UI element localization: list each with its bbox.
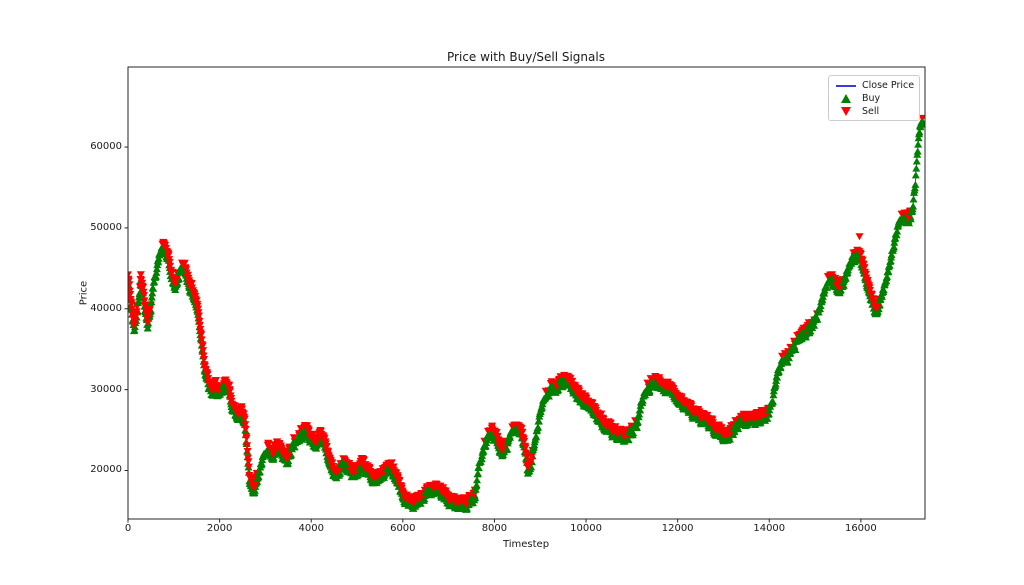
x-tick-label: 12000	[661, 523, 694, 534]
chart-title: Price with Buy/Sell Signals	[447, 50, 605, 64]
x-tick-label: 16000	[844, 523, 877, 534]
buy-triangle-up-icon	[835, 94, 857, 103]
sell-triangle-down-icon	[835, 107, 857, 116]
legend-item-close-price: Close Price	[835, 79, 919, 92]
y-tick-label: 40000	[90, 302, 122, 314]
legend: Close Price Buy Sell	[828, 75, 920, 121]
x-axis-label: Timestep	[502, 539, 550, 550]
x-tick-label: 14000	[753, 523, 786, 534]
x-tick-label: 8000	[481, 523, 508, 534]
y-tick-label: 30000	[90, 383, 122, 395]
legend-item-sell: Sell	[835, 105, 919, 118]
legend-item-buy: Buy	[835, 92, 919, 105]
legend-label-buy: Buy	[862, 93, 881, 104]
y-tick-label: 20000	[90, 464, 122, 476]
x-tick-label: 10000	[570, 523, 602, 534]
y-tick-label: 50000	[90, 221, 122, 233]
outlier-sell-marker	[855, 233, 864, 241]
x-tick-label: 6000	[390, 523, 416, 534]
close-price-line-icon	[835, 84, 857, 87]
x-tick-label: 4000	[298, 523, 324, 534]
legend-label-sell: Sell	[862, 106, 880, 117]
y-tick-label: 60000	[90, 141, 122, 153]
legend-label-close-price: Close Price	[862, 80, 915, 91]
x-tick-label: 2000	[206, 523, 233, 534]
y-axis-label: Price	[78, 280, 90, 306]
x-tick-label: 0	[124, 523, 132, 534]
